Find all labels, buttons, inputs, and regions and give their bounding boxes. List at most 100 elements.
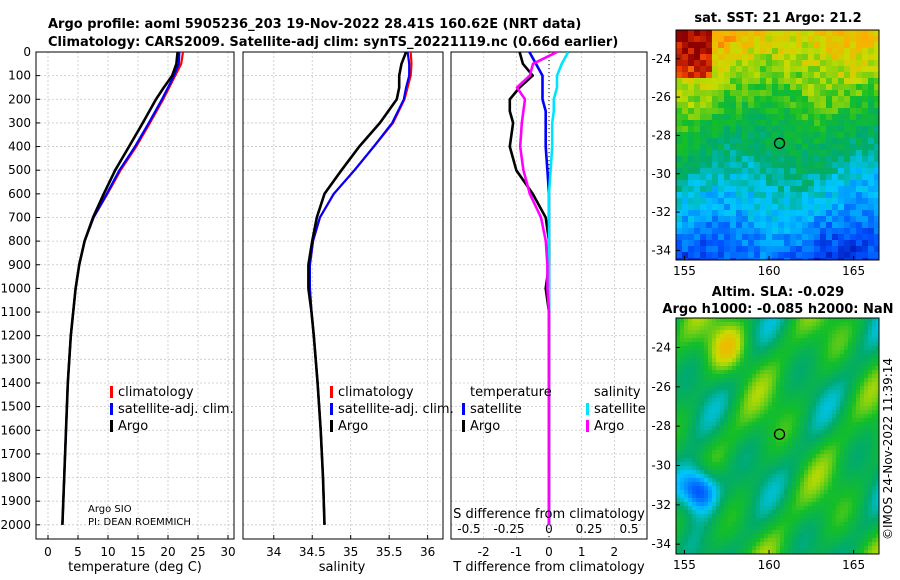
- temperature-panel: 0100200300400500600700800900100011001200…: [0, 45, 235, 575]
- map-cell: [844, 542, 849, 547]
- map-cell: [788, 454, 793, 459]
- map-cell: [740, 470, 745, 475]
- map-cell: [688, 518, 693, 523]
- map-cell: [724, 418, 729, 423]
- map-cell: [748, 258, 755, 260]
- map-cell: [760, 246, 767, 253]
- map-cell: [732, 478, 737, 483]
- map-cell: [850, 78, 857, 85]
- map-cell: [852, 442, 857, 447]
- map-cell: [778, 258, 785, 260]
- map-cell: [772, 150, 779, 157]
- map-cell: [700, 502, 705, 507]
- map-cell: [684, 374, 689, 379]
- map-cell: [704, 426, 709, 431]
- map-cell: [720, 350, 725, 355]
- map-cell: [802, 96, 809, 103]
- map-cell: [828, 442, 833, 447]
- map-cell: [784, 426, 789, 431]
- map-cell: [824, 506, 829, 511]
- map-cell: [852, 374, 857, 379]
- map-cell: [708, 518, 713, 523]
- map-cell: [832, 442, 837, 447]
- map-cell: [824, 426, 829, 431]
- map-cell: [778, 78, 785, 85]
- map-cell: [700, 378, 705, 383]
- map-cell: [748, 422, 753, 427]
- map-cell: [744, 406, 749, 411]
- map-cell: [754, 198, 761, 205]
- map-cell: [856, 60, 863, 67]
- map-cell: [756, 542, 761, 547]
- map-cell: [754, 186, 761, 193]
- map-cell: [764, 494, 769, 499]
- map-cell: [824, 322, 829, 327]
- map-cell: [718, 138, 725, 145]
- map-cell: [728, 442, 733, 447]
- map-cell: [808, 162, 815, 169]
- map-cell: [692, 486, 697, 491]
- map-cell: [804, 442, 809, 447]
- map-cell: [868, 78, 875, 85]
- map-cell: [778, 60, 785, 67]
- map-cell: [768, 450, 773, 455]
- map-cell: [764, 430, 769, 435]
- map-cell: [840, 390, 845, 395]
- map-cell: [688, 406, 693, 411]
- map-cell: [832, 494, 837, 499]
- map-cell: [856, 322, 861, 327]
- map-cell: [862, 156, 869, 163]
- sla-map-ticks: 155 160 165-24-26-28-30-32-34: [651, 341, 865, 573]
- map-cell: [840, 490, 845, 495]
- map-cell: [868, 350, 873, 355]
- map-cell: [862, 60, 869, 67]
- map-cell: [868, 162, 875, 169]
- map-cell: [748, 374, 753, 379]
- map-cell: [694, 60, 701, 67]
- map-cell: [748, 66, 755, 73]
- map-cell: [724, 144, 731, 151]
- map-cell: [862, 240, 869, 247]
- map-cell: [790, 222, 797, 229]
- map-cell: [720, 526, 725, 531]
- map-cell: [756, 418, 761, 423]
- map-cell: [740, 382, 745, 387]
- map-cell: [852, 402, 857, 407]
- map-cell: [732, 470, 737, 475]
- map-cell: [760, 478, 765, 483]
- map-cell: [718, 60, 725, 67]
- map-cell: [754, 78, 761, 85]
- map-cell: [754, 90, 761, 97]
- map-cell: [718, 54, 725, 61]
- map-cell: [864, 486, 869, 491]
- map-cell: [860, 406, 865, 411]
- map-cell: [812, 462, 817, 467]
- map-cell: [732, 414, 737, 419]
- map-cell: [802, 72, 809, 79]
- map-cell: [862, 246, 869, 253]
- map-cell: [760, 542, 765, 547]
- map-cell: [852, 382, 857, 387]
- map-cell: [742, 66, 749, 73]
- map-cell: [704, 374, 709, 379]
- map-cell: [744, 338, 749, 343]
- map-cell: [748, 120, 755, 127]
- map-cell: [708, 394, 713, 399]
- map-cell: [872, 426, 877, 431]
- map-cell: [724, 126, 731, 133]
- map-cell: [832, 522, 837, 527]
- map-cell: [718, 168, 725, 175]
- map-cell: [790, 150, 797, 157]
- map-cell: [756, 410, 761, 415]
- map-cell: [796, 240, 803, 247]
- map-cell: [856, 234, 863, 241]
- map-cell: [836, 542, 841, 547]
- map-cell: [840, 366, 845, 371]
- map-cell: [748, 450, 753, 455]
- map-cell: [712, 366, 717, 371]
- map-cell: [748, 538, 753, 543]
- map-cell: [776, 390, 781, 395]
- map-cell: [730, 138, 737, 145]
- map-cell: [874, 66, 879, 73]
- map-cell: [680, 538, 685, 543]
